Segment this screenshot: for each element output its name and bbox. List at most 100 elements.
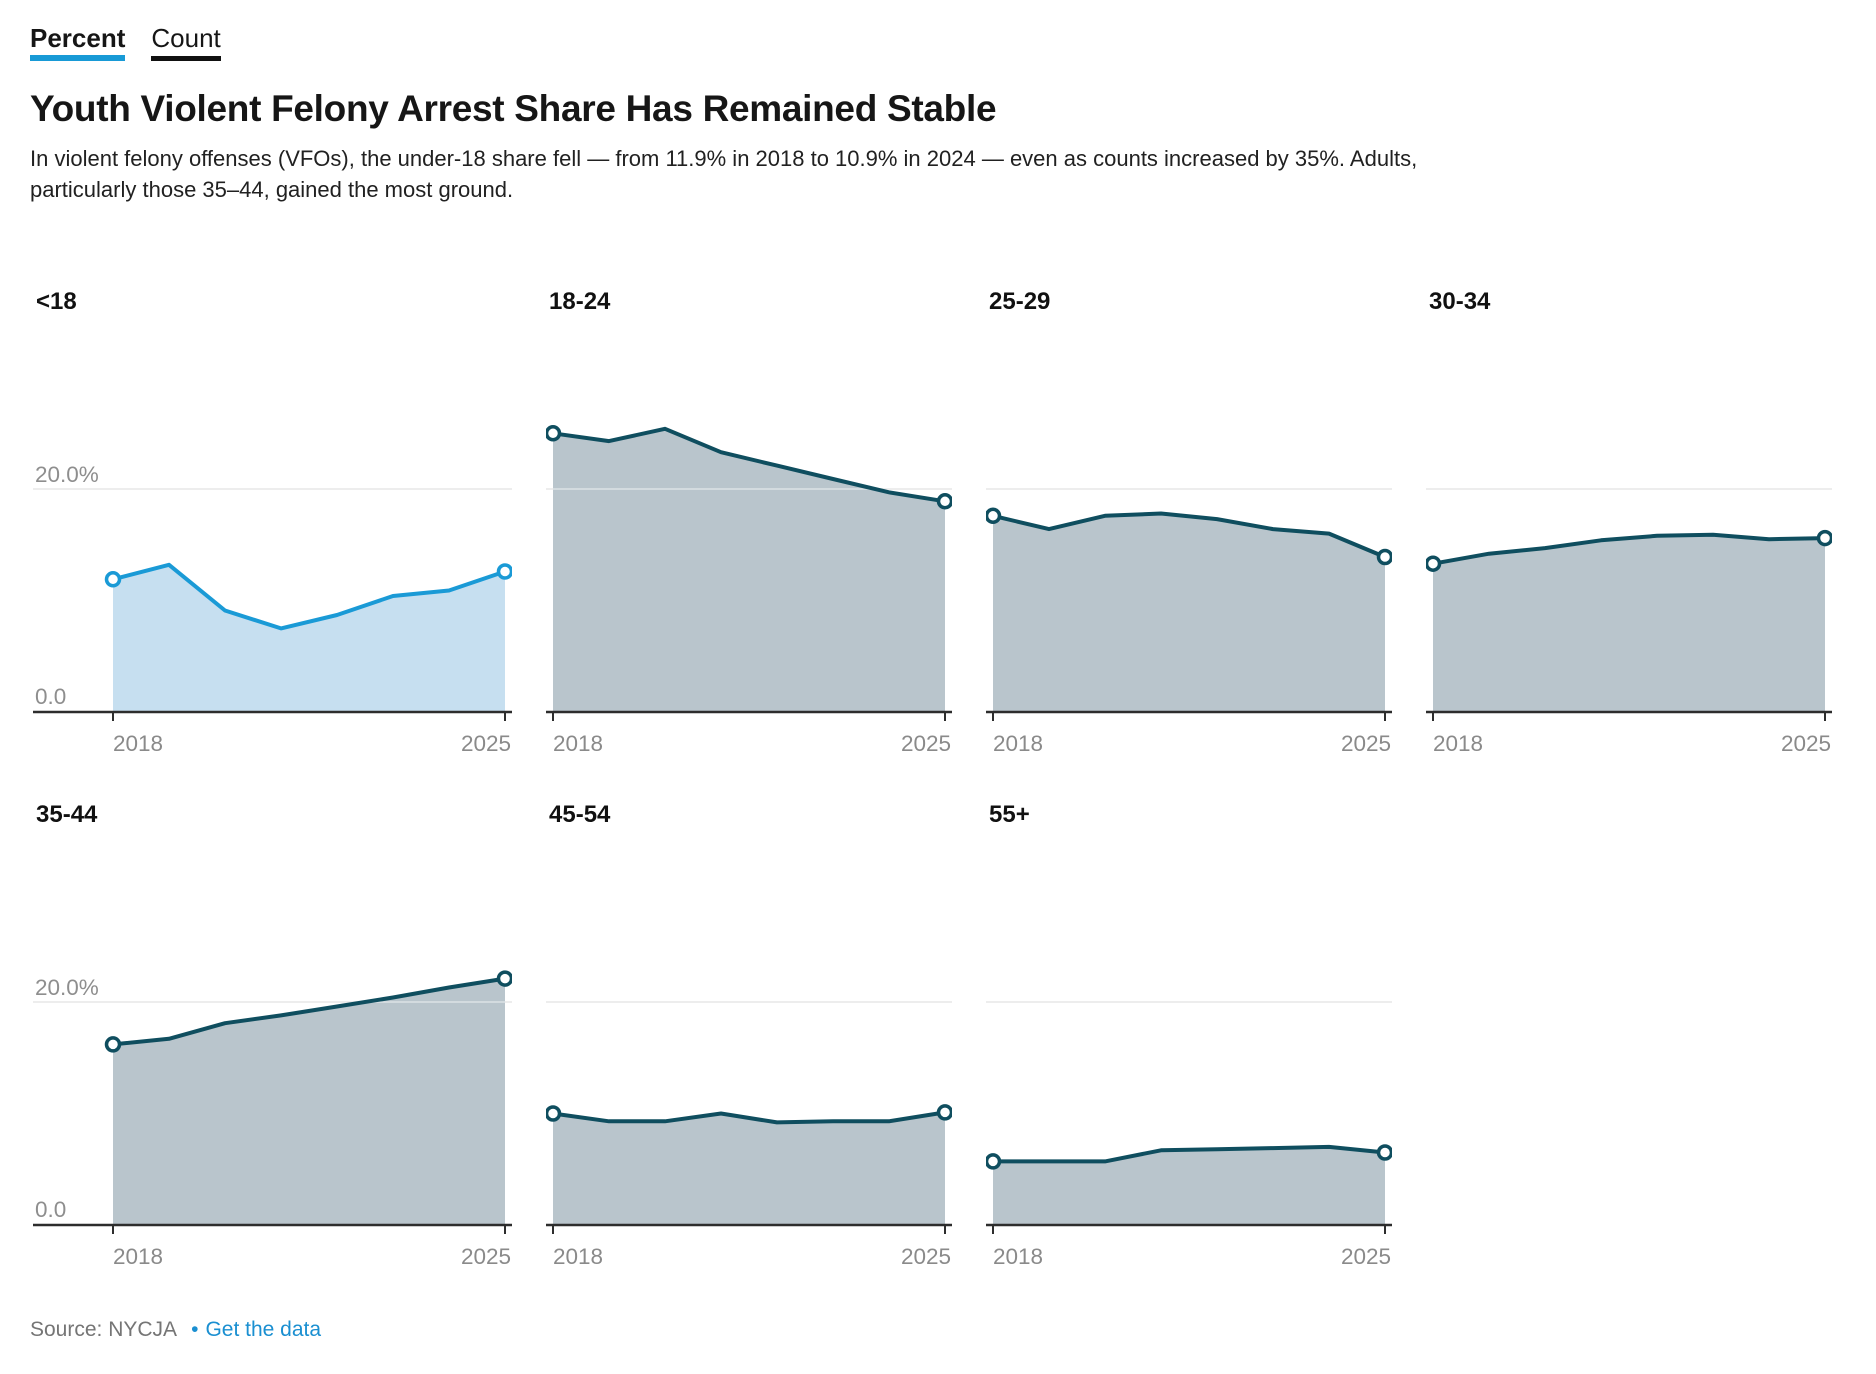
panel-label: 25-29 — [989, 288, 1051, 315]
endpoint-marker — [936, 1104, 954, 1121]
panel-label: 18-24 — [549, 288, 611, 315]
area-chart-18-24 — [544, 330, 954, 724]
area-fill — [113, 564, 505, 712]
tab-percent-active-underline — [30, 55, 126, 61]
x-tick-2018: 2018 — [113, 1244, 164, 1269]
x-tick-2018: 2018 — [113, 731, 164, 756]
panel-30-34: 30-34 2018 2025 — [1424, 287, 1834, 758]
description-line-2: particularly those 35–44, gained the mos… — [30, 177, 514, 202]
series-line — [1431, 532, 1827, 566]
tab-percent[interactable]: Percent — [30, 23, 126, 61]
x-axis-ticks: 2018 2025 — [33, 730, 512, 758]
x-tick-2025: 2025 — [460, 1244, 511, 1269]
area-chart-svg — [1424, 488, 1834, 721]
page-title: Youth Violent Felony Arrest Share Has Re… — [30, 88, 997, 129]
panel-35-44: 35-44 20.0% 0.0 2018 2025 — [33, 800, 514, 1271]
charts-row-1: <18 20.0% 0.0 2018 2025 18-24 2018 2025 2… — [33, 287, 1846, 758]
panel-under-18: <18 20.0% 0.0 2018 2025 — [33, 287, 514, 758]
panel-label: 55+ — [989, 801, 1030, 828]
endpoint-marker — [1376, 1144, 1394, 1161]
area-fill — [1433, 534, 1825, 712]
x-tick-2025: 2025 — [900, 1244, 951, 1269]
x-tick-2018: 2018 — [993, 731, 1044, 756]
endpoint-marker — [1424, 555, 1442, 572]
x-axis-ticks: 2018 2025 — [546, 730, 952, 758]
panel-45-54: 45-54 2018 2025 — [544, 800, 954, 1271]
area-chart-svg — [544, 1001, 954, 1234]
area-fill — [113, 978, 505, 1225]
area-chart-svg — [544, 425, 954, 721]
get-data-link[interactable]: Get the data — [205, 1318, 322, 1341]
series-line — [551, 1110, 947, 1125]
area-chart-under-18: 20.0% 0.0 — [33, 330, 514, 724]
endpoint-marker — [544, 1105, 562, 1122]
page-description: In violent felony offenses (VFOs), the u… — [30, 143, 1590, 205]
endpoint-marker — [104, 1036, 122, 1053]
description-line-1: In violent felony offenses (VFOs), the u… — [30, 146, 1418, 171]
x-tick-2025: 2025 — [900, 731, 951, 756]
x-axis-ticks: 2018 2025 — [986, 730, 1392, 758]
panel-55-plus: 55+ 2018 2025 — [984, 800, 1394, 1271]
tab-count-underline — [151, 56, 221, 61]
source-name: NYCJA — [108, 1318, 178, 1341]
y-axis-label-20: 20.0% — [35, 462, 99, 487]
endpoint-marker — [1816, 529, 1834, 547]
x-axis-ticks: 2018 2025 — [546, 1243, 952, 1271]
endpoint-marker — [544, 425, 562, 442]
panel-18-24: 18-24 2018 2025 — [544, 287, 954, 758]
area-chart-45-54 — [544, 843, 954, 1237]
panel-label: 35-44 — [36, 801, 98, 828]
y-axis-label-0: 0.0 — [35, 684, 66, 709]
endpoint-marker — [936, 493, 954, 510]
area-chart-svg — [984, 488, 1394, 721]
endpoint-marker — [984, 507, 1002, 525]
series-line — [991, 511, 1387, 559]
area-chart-svg: 20.0% 0.0 — [33, 462, 514, 721]
small-multiples-grid: <18 20.0% 0.0 2018 2025 18-24 2018 2025 2… — [30, 287, 1846, 1271]
tab-count[interactable]: Count — [151, 23, 221, 61]
panel-label: <18 — [36, 288, 77, 315]
view-toggle-tabs: Percent Count — [30, 23, 1846, 61]
area-chart-35-44: 20.0% 0.0 — [33, 843, 514, 1237]
area-chart-svg — [984, 1001, 1394, 1234]
endpoint-marker — [1376, 548, 1394, 566]
area-fill — [993, 513, 1385, 712]
endpoint-marker — [496, 563, 514, 580]
x-axis-ticks: 2018 2025 — [33, 1243, 512, 1271]
tab-count-label: Count — [151, 23, 221, 53]
area-fill — [553, 428, 945, 712]
endpoint-marker — [984, 1153, 1002, 1170]
x-tick-2025: 2025 — [1340, 1244, 1391, 1269]
x-tick-2025: 2025 — [1780, 731, 1831, 756]
source-label: Source: — [30, 1318, 103, 1341]
charts-row-2: 35-44 20.0% 0.0 2018 2025 45-54 2018 2025… — [33, 800, 1846, 1271]
y-axis-label-20: 20.0% — [35, 975, 99, 1000]
x-axis-ticks: 2018 2025 — [1426, 730, 1832, 758]
x-tick-2025: 2025 — [460, 731, 511, 756]
chart-footer: Source: NYCJA • Get the data — [30, 1318, 1846, 1342]
x-tick-2018: 2018 — [553, 731, 604, 756]
panel-label: 30-34 — [1429, 288, 1491, 315]
x-tick-2018: 2018 — [553, 1244, 604, 1269]
x-axis-ticks: 2018 2025 — [986, 1243, 1392, 1271]
area-chart-30-34 — [1424, 330, 1834, 724]
endpoint-marker — [104, 571, 122, 588]
x-tick-2018: 2018 — [1433, 731, 1484, 756]
area-fill — [993, 1146, 1385, 1225]
y-axis-label-0: 0.0 — [35, 1197, 66, 1222]
series-line — [551, 426, 947, 504]
x-tick-2025: 2025 — [1340, 731, 1391, 756]
x-tick-2018: 2018 — [993, 1244, 1044, 1269]
area-chart-25-29 — [984, 330, 1394, 724]
area-chart-svg: 20.0% 0.0 — [33, 970, 514, 1234]
area-fill — [553, 1112, 945, 1225]
series-line — [111, 976, 507, 1047]
bullet-separator: • — [191, 1318, 199, 1341]
panel-label: 45-54 — [549, 801, 611, 828]
tab-percent-label: Percent — [30, 23, 126, 53]
panel-25-29: 25-29 2018 2025 — [984, 287, 1394, 758]
area-chart-55-plus — [984, 843, 1394, 1237]
endpoint-marker — [496, 970, 514, 987]
series-line — [111, 562, 507, 631]
